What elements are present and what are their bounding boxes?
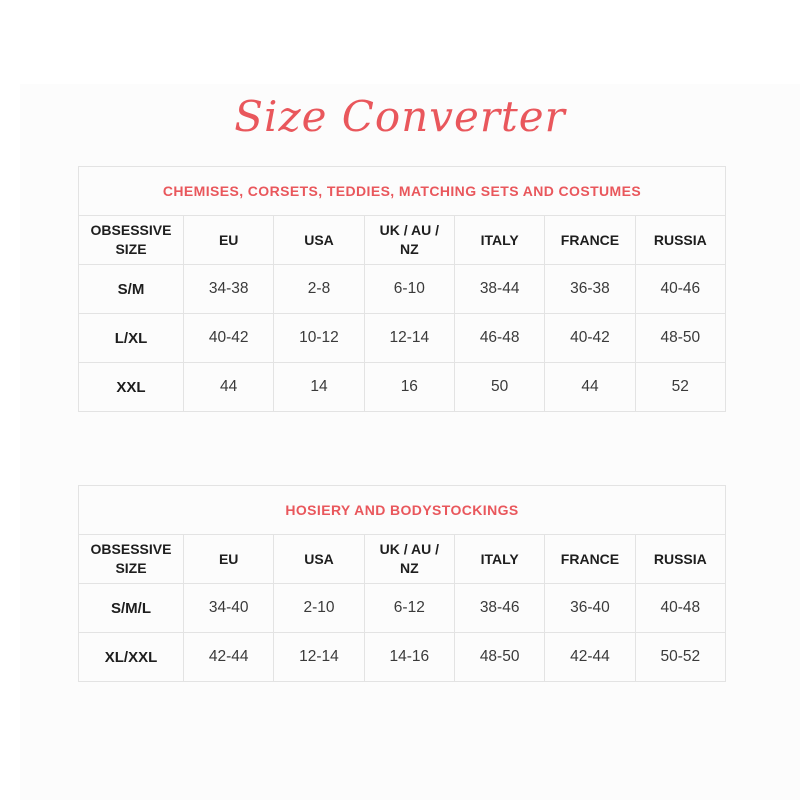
column-header-italy: ITALY (453, 534, 546, 584)
size-value: 38-46 (453, 583, 546, 633)
size-value: 44 (544, 362, 636, 412)
size-value: 42-44 (544, 632, 636, 682)
column-header-eu: EU (182, 215, 275, 265)
column-header-russia: RUSSIA (634, 534, 727, 584)
size-value: 46-48 (453, 313, 546, 363)
size-value: 38-44 (453, 264, 546, 314)
column-header-obsessive-size: OBSESSIVE SIZE (78, 215, 184, 265)
size-label: XXL (78, 362, 184, 412)
size-value: 48-50 (634, 313, 726, 363)
table-caption: HOSIERY AND BODYSTOCKINGS (77, 485, 727, 535)
size-value: 14-16 (363, 632, 455, 682)
column-header-obsessive-size: OBSESSIVE SIZE (78, 534, 184, 584)
size-value: 50-52 (634, 632, 727, 682)
table-header-row: OBSESSIVE SIZE EU USA UK / AU / NZ ITALY… (78, 215, 726, 265)
size-label: L/XL (78, 313, 184, 363)
size-value: 6-10 (363, 264, 455, 314)
column-header-italy: ITALY (453, 215, 546, 265)
size-label: S/M (78, 264, 184, 314)
table-caption-row: HOSIERY AND BODYSTOCKINGS (77, 485, 727, 535)
size-value: 6-12 (363, 583, 455, 633)
size-value: 34-38 (182, 264, 275, 314)
size-value: 40-42 (544, 313, 636, 363)
size-value: 40-48 (634, 583, 727, 633)
column-header-uk-au-nz: UK / AU / NZ (363, 534, 455, 584)
size-value: 48-50 (453, 632, 546, 682)
chemises-size-table: CHEMISES, CORSETS, TEDDIES, MATCHING SET… (78, 166, 726, 412)
size-value: 16 (363, 362, 455, 412)
size-value: 52 (634, 362, 726, 412)
size-value: 42-44 (182, 632, 275, 682)
size-value: 14 (273, 362, 365, 412)
column-header-france: FRANCE (544, 534, 636, 584)
table-caption: CHEMISES, CORSETS, TEDDIES, MATCHING SET… (78, 166, 726, 216)
size-value: 34-40 (182, 583, 275, 633)
table-row: S/M 34-38 2-8 6-10 38-44 36-38 40-46 (78, 264, 726, 314)
hosiery-size-table: HOSIERY AND BODYSTOCKINGS OBSESSIVE SIZE… (77, 485, 727, 682)
column-header-france: FRANCE (544, 215, 636, 265)
size-value: 12-14 (363, 313, 455, 363)
column-header-uk-au-nz: UK / AU / NZ (363, 215, 455, 265)
size-value: 36-38 (544, 264, 636, 314)
size-value: 2-10 (273, 583, 365, 633)
table-row: L/XL 40-42 10-12 12-14 46-48 40-42 48-50 (78, 313, 726, 363)
size-label: XL/XXL (78, 632, 184, 682)
table-row: XXL 44 14 16 50 44 52 (78, 362, 726, 412)
page-title: Size Converter (234, 92, 566, 141)
size-value: 10-12 (273, 313, 365, 363)
table-row: S/M/L 34-40 2-10 6-12 38-46 36-40 40-48 (78, 583, 727, 633)
column-header-usa: USA (273, 215, 365, 265)
table-caption-row: CHEMISES, CORSETS, TEDDIES, MATCHING SET… (78, 166, 726, 216)
size-value: 12-14 (273, 632, 365, 682)
column-header-usa: USA (273, 534, 365, 584)
column-header-russia: RUSSIA (634, 215, 726, 265)
size-value: 44 (182, 362, 275, 412)
table-row: XL/XXL 42-44 12-14 14-16 48-50 42-44 50-… (78, 632, 727, 682)
size-label: S/M/L (78, 583, 184, 633)
column-header-eu: EU (182, 534, 275, 584)
size-value: 2-8 (273, 264, 365, 314)
size-value: 40-46 (634, 264, 726, 314)
size-value: 50 (453, 362, 546, 412)
table-header-row: OBSESSIVE SIZE EU USA UK / AU / NZ ITALY… (78, 534, 727, 584)
size-value: 40-42 (182, 313, 275, 363)
size-value: 36-40 (544, 583, 636, 633)
